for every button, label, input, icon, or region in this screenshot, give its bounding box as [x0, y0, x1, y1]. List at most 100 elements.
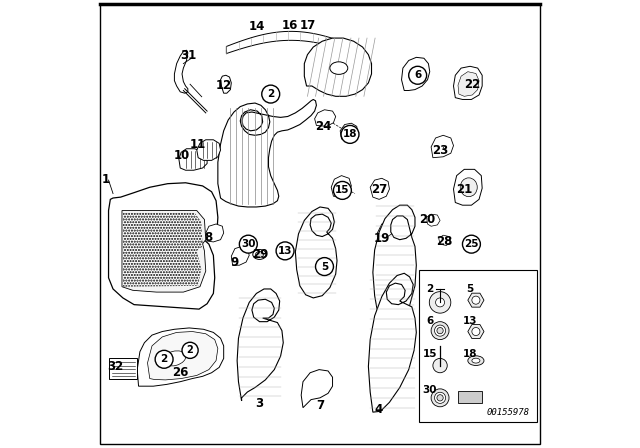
Text: 15: 15	[422, 349, 437, 359]
Circle shape	[316, 258, 333, 276]
Text: 4: 4	[374, 403, 382, 417]
Ellipse shape	[468, 356, 484, 366]
Circle shape	[431, 322, 449, 340]
Text: 15: 15	[335, 185, 349, 195]
Text: 24: 24	[316, 120, 332, 133]
Polygon shape	[197, 140, 221, 160]
Circle shape	[182, 342, 198, 358]
Circle shape	[431, 389, 449, 407]
Circle shape	[433, 358, 447, 373]
Circle shape	[435, 325, 445, 336]
Ellipse shape	[472, 358, 480, 363]
Circle shape	[437, 327, 444, 334]
Text: 28: 28	[436, 234, 452, 248]
Polygon shape	[109, 183, 218, 309]
Polygon shape	[458, 391, 482, 403]
Polygon shape	[221, 75, 231, 93]
Polygon shape	[427, 214, 440, 226]
Text: 13: 13	[278, 246, 292, 256]
Text: 12: 12	[216, 78, 232, 92]
Circle shape	[262, 85, 280, 103]
Circle shape	[333, 181, 351, 199]
Text: 25: 25	[464, 239, 479, 249]
Polygon shape	[174, 50, 188, 93]
Polygon shape	[373, 205, 417, 323]
Polygon shape	[227, 31, 346, 54]
Polygon shape	[401, 57, 430, 90]
Polygon shape	[332, 176, 351, 197]
Text: 2: 2	[187, 345, 193, 355]
Ellipse shape	[253, 250, 266, 259]
Text: 6: 6	[414, 70, 421, 80]
Text: 10: 10	[174, 149, 190, 163]
Text: 17: 17	[300, 19, 316, 33]
Circle shape	[437, 395, 444, 401]
Polygon shape	[231, 246, 249, 265]
Text: 29: 29	[252, 248, 268, 261]
Polygon shape	[454, 66, 482, 99]
Text: 1: 1	[102, 172, 110, 186]
Text: 11: 11	[190, 138, 206, 151]
Circle shape	[239, 235, 257, 253]
Circle shape	[409, 66, 427, 84]
Text: 31: 31	[180, 49, 197, 62]
Text: 13: 13	[463, 316, 477, 326]
Ellipse shape	[255, 252, 264, 257]
Circle shape	[341, 125, 359, 143]
Polygon shape	[458, 72, 479, 96]
Circle shape	[472, 296, 480, 304]
Text: 19: 19	[374, 232, 390, 245]
Polygon shape	[148, 332, 218, 380]
Text: 26: 26	[172, 366, 188, 379]
Ellipse shape	[460, 178, 477, 197]
Polygon shape	[301, 370, 333, 408]
Polygon shape	[431, 135, 454, 158]
Text: 23: 23	[432, 144, 448, 157]
Polygon shape	[454, 169, 482, 205]
Text: 00155978: 00155978	[486, 408, 529, 417]
Text: 2: 2	[267, 89, 275, 99]
Polygon shape	[468, 324, 484, 339]
Circle shape	[472, 327, 480, 336]
Polygon shape	[122, 211, 206, 292]
Text: 20: 20	[419, 213, 436, 226]
Polygon shape	[123, 213, 203, 287]
Polygon shape	[137, 328, 224, 386]
Circle shape	[276, 242, 294, 260]
Text: 5: 5	[321, 262, 328, 271]
Text: 32: 32	[107, 360, 123, 373]
Text: 18: 18	[463, 349, 477, 359]
Text: 18: 18	[343, 129, 357, 139]
Circle shape	[435, 392, 445, 403]
Polygon shape	[218, 99, 316, 207]
Text: 2: 2	[161, 354, 168, 364]
Circle shape	[155, 350, 173, 368]
Polygon shape	[206, 224, 224, 242]
Text: 9: 9	[231, 255, 239, 269]
Circle shape	[436, 298, 445, 307]
Text: 27: 27	[371, 182, 387, 196]
Text: 30: 30	[422, 385, 437, 395]
Polygon shape	[370, 178, 389, 199]
Text: 22: 22	[464, 78, 481, 91]
Polygon shape	[378, 222, 397, 246]
Polygon shape	[296, 207, 337, 298]
Ellipse shape	[412, 69, 420, 79]
Polygon shape	[468, 293, 484, 307]
Text: 14: 14	[249, 20, 266, 34]
Text: 2: 2	[426, 284, 433, 294]
Polygon shape	[315, 110, 336, 126]
Ellipse shape	[163, 351, 186, 366]
Text: 30: 30	[241, 239, 255, 249]
Polygon shape	[340, 123, 358, 141]
Circle shape	[429, 292, 451, 313]
Polygon shape	[237, 289, 284, 401]
Text: 8: 8	[204, 231, 212, 244]
Text: 5: 5	[467, 284, 474, 294]
Text: 6: 6	[426, 316, 433, 326]
Circle shape	[463, 235, 481, 253]
Polygon shape	[109, 358, 137, 379]
Polygon shape	[439, 235, 451, 246]
Text: 7: 7	[316, 399, 324, 412]
Text: 16: 16	[282, 19, 298, 33]
